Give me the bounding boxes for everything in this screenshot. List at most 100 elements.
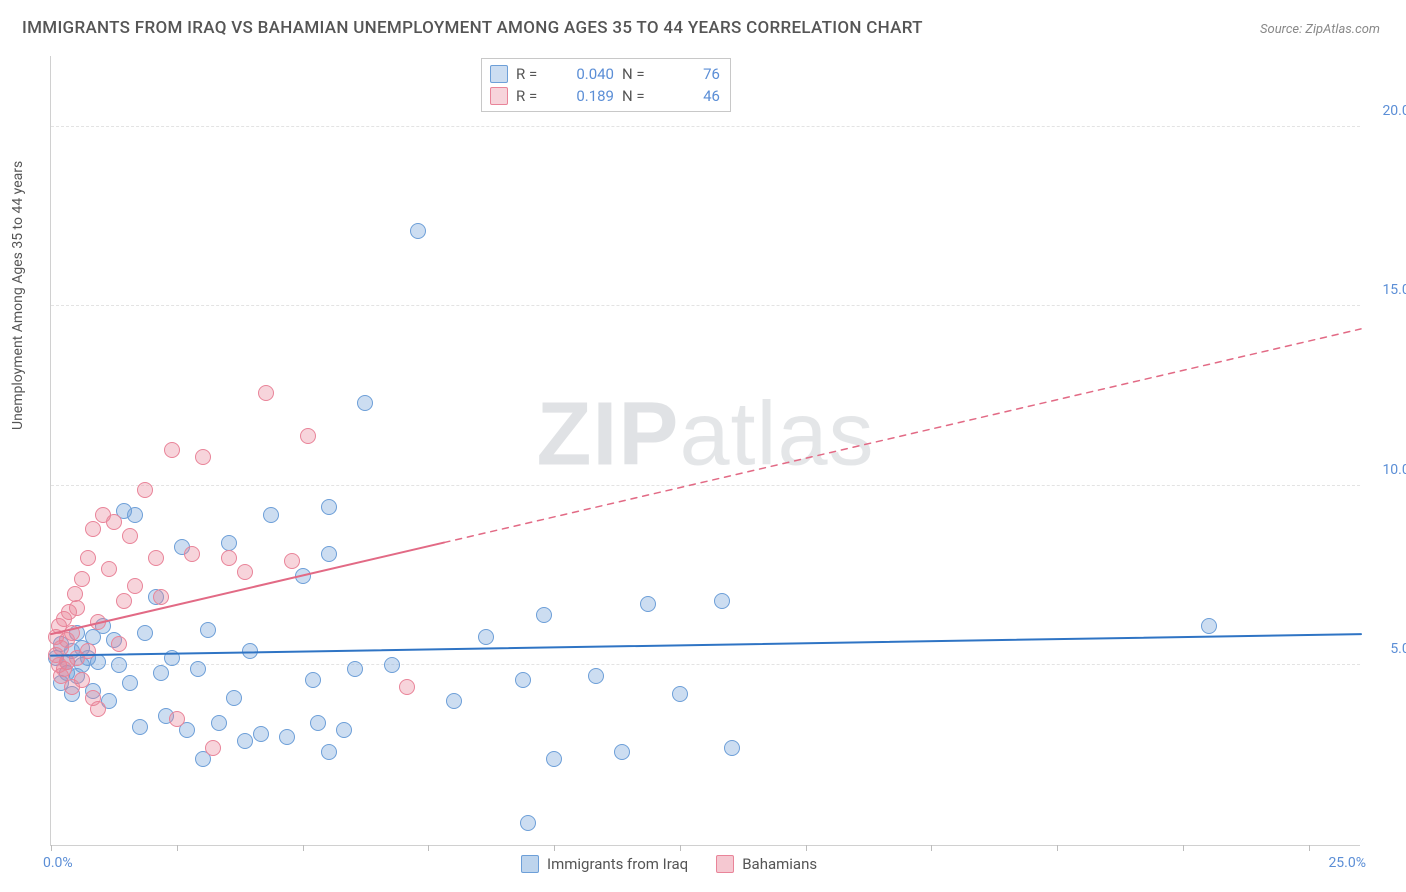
data-point-bahamians	[80, 550, 96, 566]
x-tick	[680, 845, 681, 851]
data-point-iraq	[446, 693, 462, 709]
legend-label-bahamians: Bahamians	[742, 855, 817, 873]
correlation-legend: R = 0.040 N = 76 R = 0.189 N = 46	[481, 58, 731, 112]
data-point-iraq	[253, 726, 269, 742]
data-point-bahamians	[116, 593, 132, 609]
data-point-iraq	[226, 690, 242, 706]
source-attribution: Source: ZipAtlas.com	[1260, 22, 1380, 37]
x-tick	[1183, 845, 1184, 851]
data-point-bahamians	[399, 679, 415, 695]
gridline	[51, 305, 1360, 306]
data-point-iraq	[310, 715, 326, 731]
data-point-bahamians	[127, 578, 143, 594]
data-point-iraq	[1201, 618, 1217, 634]
legend-r-label: R =	[516, 63, 550, 85]
data-point-bahamians	[284, 553, 300, 569]
legend-r-label: R =	[516, 85, 550, 107]
data-point-iraq	[153, 665, 169, 681]
gridline	[51, 664, 1360, 665]
data-point-bahamians	[111, 636, 127, 652]
data-point-iraq	[672, 686, 688, 702]
legend-item-iraq: Immigrants from Iraq	[521, 855, 688, 873]
data-point-iraq	[211, 715, 227, 731]
data-point-bahamians	[90, 701, 106, 717]
data-point-bahamians	[106, 514, 122, 530]
data-point-iraq	[321, 546, 337, 562]
data-point-bahamians	[153, 589, 169, 605]
swatch-bahamians	[716, 855, 734, 873]
watermark-bold: ZIP	[536, 384, 679, 484]
legend-item-bahamians: Bahamians	[716, 855, 817, 873]
swatch-iraq	[521, 855, 539, 873]
data-point-bahamians	[74, 672, 90, 688]
y-tick-label: 5.0%	[1364, 641, 1406, 657]
series-legend: Immigrants from Iraq Bahamians	[521, 855, 817, 873]
data-point-iraq	[410, 223, 426, 239]
legend-row-bahamians: R = 0.189 N = 46	[490, 85, 720, 107]
x-min-label: 0.0%	[43, 855, 73, 871]
data-point-iraq	[546, 751, 562, 767]
data-point-iraq	[122, 675, 138, 691]
data-point-iraq	[515, 672, 531, 688]
data-point-bahamians	[164, 442, 180, 458]
data-point-bahamians	[64, 625, 80, 641]
data-point-iraq	[336, 722, 352, 738]
x-tick	[1057, 845, 1058, 851]
x-tick	[806, 845, 807, 851]
data-point-iraq	[520, 815, 536, 831]
data-point-iraq	[111, 657, 127, 673]
data-point-bahamians	[90, 614, 106, 630]
data-point-iraq	[321, 744, 337, 760]
data-point-iraq	[478, 629, 494, 645]
y-tick-label: 20.0%	[1364, 103, 1406, 119]
gridline	[51, 485, 1360, 486]
data-point-bahamians	[258, 385, 274, 401]
data-point-bahamians	[237, 564, 253, 580]
legend-n-bahamians: 46	[664, 85, 720, 107]
data-point-iraq	[190, 661, 206, 677]
legend-row-iraq: R = 0.040 N = 76	[490, 63, 720, 85]
data-point-bahamians	[69, 600, 85, 616]
data-point-bahamians	[101, 561, 117, 577]
data-point-bahamians	[205, 740, 221, 756]
data-point-bahamians	[300, 428, 316, 444]
legend-n-iraq: 76	[664, 63, 720, 85]
data-point-bahamians	[148, 550, 164, 566]
x-tick	[303, 845, 304, 851]
watermark: ZIPatlas	[536, 383, 874, 486]
trend-line-bahamians-dashed	[444, 329, 1361, 543]
gridline	[51, 126, 1360, 127]
data-point-iraq	[127, 507, 143, 523]
x-tick	[428, 845, 429, 851]
data-point-iraq	[263, 507, 279, 523]
legend-r-iraq: 0.040	[558, 63, 614, 85]
x-tick	[1309, 845, 1310, 851]
legend-n-label: N =	[622, 85, 656, 107]
chart-title: IMMIGRANTS FROM IRAQ VS BAHAMIAN UNEMPLO…	[22, 18, 923, 38]
data-point-bahamians	[169, 711, 185, 727]
y-tick-label: 15.0%	[1364, 282, 1406, 298]
data-point-iraq	[536, 607, 552, 623]
data-point-iraq	[305, 672, 321, 688]
data-point-iraq	[295, 568, 311, 584]
data-point-bahamians	[80, 643, 96, 659]
scatter-plot-area: ZIPatlas R = 0.040 N = 76 R = 0.189 N = …	[50, 56, 1360, 846]
data-point-iraq	[242, 643, 258, 659]
data-point-bahamians	[184, 546, 200, 562]
data-point-iraq	[164, 650, 180, 666]
data-point-iraq	[279, 729, 295, 745]
data-point-iraq	[384, 657, 400, 673]
data-point-iraq	[714, 593, 730, 609]
data-point-iraq	[724, 740, 740, 756]
x-tick	[51, 845, 52, 851]
data-point-bahamians	[195, 449, 211, 465]
data-point-bahamians	[74, 571, 90, 587]
data-point-iraq	[200, 622, 216, 638]
data-point-iraq	[132, 719, 148, 735]
data-point-iraq	[237, 733, 253, 749]
swatch-bahamians	[490, 87, 508, 105]
data-point-iraq	[588, 668, 604, 684]
x-max-label: 25.0%	[1328, 855, 1366, 871]
data-point-bahamians	[85, 521, 101, 537]
data-point-iraq	[357, 395, 373, 411]
